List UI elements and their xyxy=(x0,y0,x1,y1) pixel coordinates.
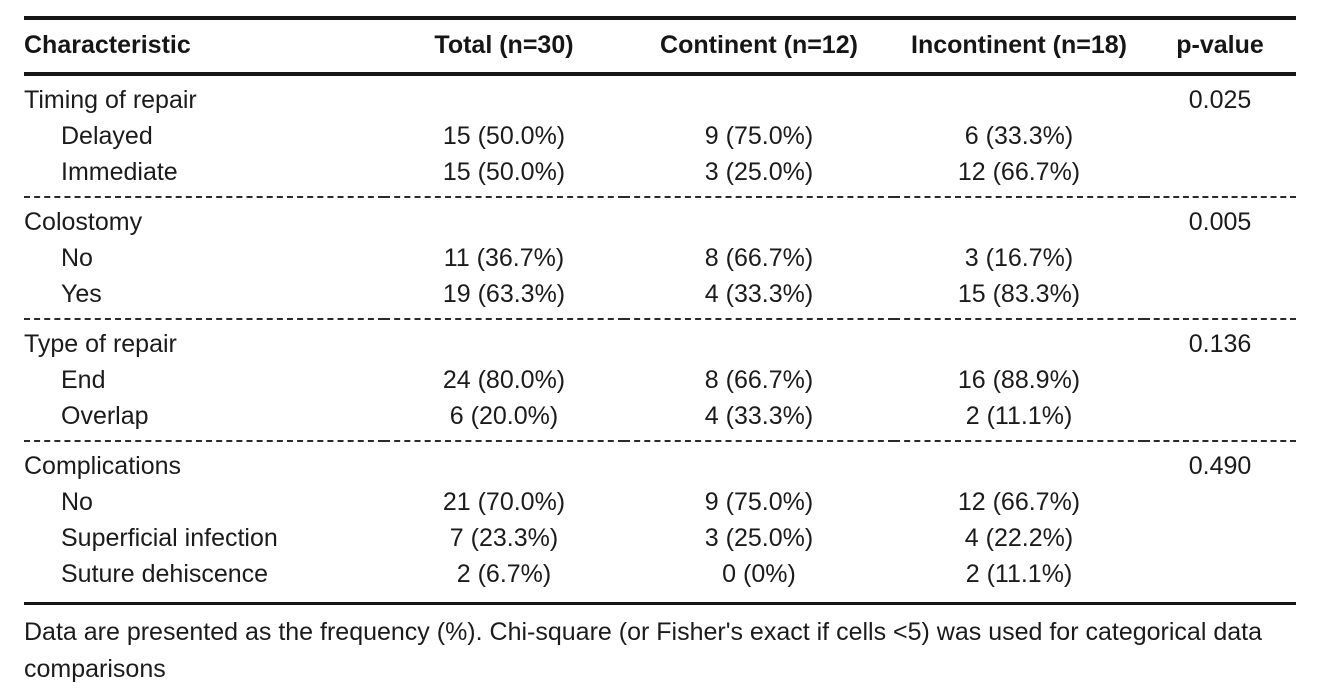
table-header: Characteristic Total (n=30) Continent (n… xyxy=(24,18,1296,74)
p-value-cell: 0.025 xyxy=(1188,86,1252,114)
paper-table-figure: Characteristic Total (n=30) Continent (n… xyxy=(24,0,1296,688)
continent-cell: 0 (0%) xyxy=(722,560,796,588)
p-value-cell: 0.136 xyxy=(1188,330,1252,358)
empty-cell xyxy=(1144,362,1296,398)
table-body: Timing of repair 0.025 Delayed 15 (50.0%… xyxy=(24,74,1296,604)
col-header-total: Total (n=30) xyxy=(434,31,574,59)
incontinent-cell: 2 (11.1%) xyxy=(965,402,1073,430)
incontinent-cell: 15 (83.3%) xyxy=(957,280,1081,308)
data-row-overlap: Overlap 6 (20.0%) 4 (33.3%) 2 (11.1%) xyxy=(24,398,1296,441)
data-row-complications-no: No 21 (70.0%) 9 (75.0%) 12 (66.7%) xyxy=(24,484,1296,520)
empty-cell xyxy=(624,441,894,484)
row-label: Overlap xyxy=(61,402,149,430)
incontinent-cell: 16 (88.9%) xyxy=(957,366,1081,394)
row-label: Superficial infection xyxy=(61,524,278,552)
empty-cell xyxy=(1144,520,1296,556)
total-cell: 24 (80.0%) xyxy=(442,366,566,394)
section-label: Timing of repair xyxy=(24,86,197,114)
empty-cell xyxy=(624,74,894,118)
incontinent-cell: 4 (22.2%) xyxy=(964,524,1074,552)
section-row-colostomy: Colostomy 0.005 xyxy=(24,197,1296,240)
total-cell: 19 (63.3%) xyxy=(442,280,566,308)
continent-cell: 8 (66.7%) xyxy=(704,366,814,394)
empty-cell xyxy=(384,74,624,118)
empty-cell xyxy=(894,441,1144,484)
empty-cell xyxy=(624,197,894,240)
empty-cell xyxy=(1144,240,1296,276)
col-header-continent: Continent (n=12) xyxy=(660,31,858,59)
total-cell: 15 (50.0%) xyxy=(442,158,566,186)
empty-cell xyxy=(384,197,624,240)
header-row: Characteristic Total (n=30) Continent (n… xyxy=(24,18,1296,74)
empty-cell xyxy=(894,197,1144,240)
col-header-characteristic: Characteristic xyxy=(24,31,191,59)
empty-cell xyxy=(1144,118,1296,154)
col-header-p-value: p-value xyxy=(1176,31,1264,59)
total-cell: 21 (70.0%) xyxy=(442,488,566,516)
total-cell: 7 (23.3%) xyxy=(449,524,559,552)
table-footnote: Data are presented as the frequency (%).… xyxy=(24,618,1262,683)
row-label: Yes xyxy=(61,280,102,308)
continent-cell: 9 (75.0%) xyxy=(704,488,814,516)
empty-cell xyxy=(384,441,624,484)
continent-cell: 4 (33.3%) xyxy=(704,280,814,308)
section-label: Type of repair xyxy=(24,330,177,358)
data-row-delayed: Delayed 15 (50.0%) 9 (75.0%) 6 (33.3%) xyxy=(24,118,1296,154)
row-label: Suture dehiscence xyxy=(61,560,269,588)
data-row-end: End 24 (80.0%) 8 (66.7%) 16 (88.9%) xyxy=(24,362,1296,398)
characteristics-table: Characteristic Total (n=30) Continent (n… xyxy=(24,16,1296,605)
empty-cell xyxy=(1144,556,1296,604)
total-cell: 11 (36.7%) xyxy=(443,244,565,272)
incontinent-cell: 3 (16.7%) xyxy=(964,244,1074,272)
continent-cell: 9 (75.0%) xyxy=(704,122,814,150)
section-row-type-of-repair: Type of repair 0.136 xyxy=(24,319,1296,362)
empty-cell xyxy=(624,319,894,362)
empty-cell xyxy=(894,74,1144,118)
p-value-cell: 0.490 xyxy=(1188,452,1252,480)
data-row-superficial-infection: Superficial infection 7 (23.3%) 3 (25.0%… xyxy=(24,520,1296,556)
total-cell: 2 (6.7%) xyxy=(456,560,552,588)
continent-cell: 3 (25.0%) xyxy=(704,158,814,186)
data-row-colostomy-yes: Yes 19 (63.3%) 4 (33.3%) 15 (83.3%) xyxy=(24,276,1296,319)
section-row-complications: Complications 0.490 xyxy=(24,441,1296,484)
section-row-timing-of-repair: Timing of repair 0.025 xyxy=(24,74,1296,118)
empty-cell xyxy=(384,319,624,362)
row-label: No xyxy=(61,488,93,516)
incontinent-cell: 2 (11.1%) xyxy=(965,560,1073,588)
incontinent-cell: 6 (33.3%) xyxy=(964,122,1074,150)
total-cell: 15 (50.0%) xyxy=(442,122,566,150)
p-value-cell: 0.005 xyxy=(1188,208,1252,236)
col-header-incontinent: Incontinent (n=18) xyxy=(911,31,1127,59)
data-row-colostomy-no: No 11 (36.7%) 8 (66.7%) 3 (16.7%) xyxy=(24,240,1296,276)
incontinent-cell: 12 (66.7%) xyxy=(957,488,1081,516)
continent-cell: 8 (66.7%) xyxy=(704,244,814,272)
empty-cell xyxy=(894,319,1144,362)
empty-cell xyxy=(1144,276,1296,319)
row-label: End xyxy=(61,366,106,394)
incontinent-cell: 12 (66.7%) xyxy=(957,158,1081,186)
total-cell: 6 (20.0%) xyxy=(449,402,559,430)
row-label: No xyxy=(61,244,93,272)
empty-cell xyxy=(1144,154,1296,197)
data-row-suture-dehiscence: Suture dehiscence 2 (6.7%) 0 (0%) 2 (11.… xyxy=(24,556,1296,604)
empty-cell xyxy=(1144,398,1296,441)
empty-cell xyxy=(1144,484,1296,520)
row-label: Delayed xyxy=(61,122,153,150)
row-label: Immediate xyxy=(61,158,178,186)
section-label: Colostomy xyxy=(24,208,143,236)
continent-cell: 4 (33.3%) xyxy=(704,402,814,430)
data-row-immediate: Immediate 15 (50.0%) 3 (25.0%) 12 (66.7%… xyxy=(24,154,1296,197)
section-label: Complications xyxy=(24,452,182,480)
continent-cell: 3 (25.0%) xyxy=(704,524,814,552)
